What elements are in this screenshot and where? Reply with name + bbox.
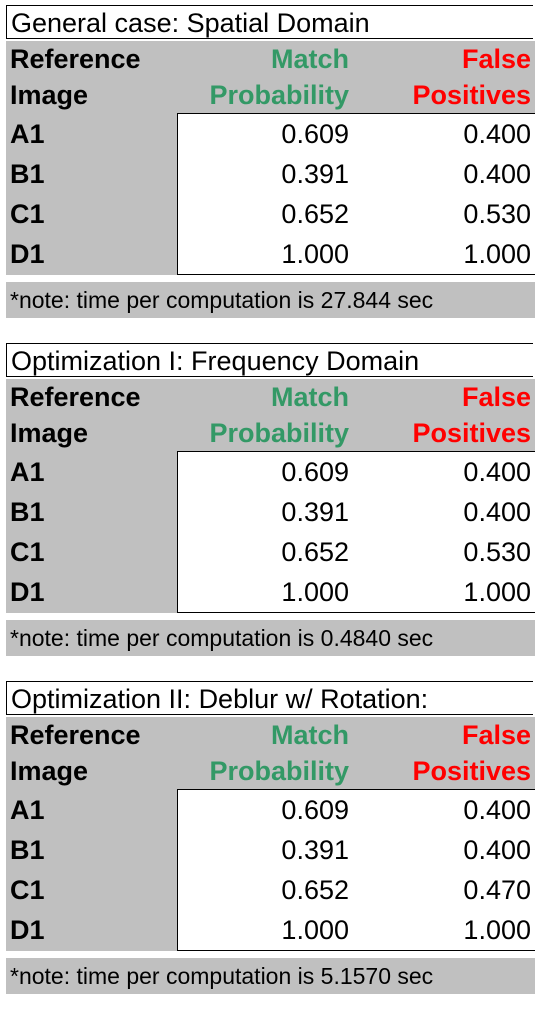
row-label: C1: [6, 532, 178, 572]
header-image: Image: [6, 753, 177, 790]
header-row: Reference Match False: [6, 379, 535, 415]
header-reference: Reference: [6, 717, 177, 753]
header-match: Match: [177, 41, 353, 77]
header-positives: Positives: [353, 753, 535, 790]
match-value: 0.391: [177, 492, 353, 532]
match-value: 0.609: [177, 113, 353, 154]
match-value: 1.000: [177, 234, 353, 275]
false-positive-value: 0.400: [353, 830, 535, 870]
row-label: D1: [6, 572, 178, 613]
header-false: False: [353, 41, 535, 77]
table-row: A1 0.609 0.400: [6, 789, 535, 830]
section-title: General case: Spatial Domain: [6, 5, 533, 39]
false-positive-value: 1.000: [353, 910, 535, 951]
match-value: 0.391: [177, 154, 353, 194]
table-row: B1 0.391 0.400: [6, 154, 535, 194]
row-label: A1: [6, 451, 178, 492]
header-row: Reference Match False: [6, 41, 535, 77]
table-row: B1 0.391 0.400: [6, 492, 535, 532]
section-title: Optimization I: Frequency Domain: [6, 343, 533, 377]
table-row: C1 0.652 0.470: [6, 870, 535, 910]
header-image: Image: [6, 77, 177, 114]
false-positive-value: 1.000: [353, 234, 535, 275]
header-probability: Probability: [177, 415, 353, 452]
table-row: C1 0.652 0.530: [6, 532, 535, 572]
header-match: Match: [177, 379, 353, 415]
computation-note: *note: time per computation is 5.1570 se…: [6, 958, 535, 994]
false-positive-value: 0.400: [353, 492, 535, 532]
row-label: A1: [6, 789, 178, 830]
table-row: C1 0.652 0.530: [6, 194, 535, 234]
match-value: 1.000: [177, 572, 353, 613]
row-label: B1: [6, 492, 178, 532]
header-match: Match: [177, 717, 353, 753]
false-positive-value: 0.530: [353, 532, 535, 572]
header-probability: Probability: [177, 77, 353, 114]
header-row: Image Probability Positives: [6, 753, 535, 790]
header-row: Reference Match False: [6, 717, 535, 753]
results-table: Reference Match False Image Probability …: [6, 379, 535, 613]
match-value: 0.652: [177, 870, 353, 910]
header-reference: Reference: [6, 41, 177, 77]
false-positive-value: 1.000: [353, 572, 535, 613]
match-value: 0.609: [177, 789, 353, 830]
false-positive-value: 0.470: [353, 870, 535, 910]
false-positive-value: 0.400: [353, 154, 535, 194]
results-table: Reference Match False Image Probability …: [6, 717, 535, 951]
match-value: 0.391: [177, 830, 353, 870]
row-label: B1: [6, 154, 178, 194]
table-row: B1 0.391 0.400: [6, 830, 535, 870]
computation-note: *note: time per computation is 0.4840 se…: [6, 620, 535, 656]
header-positives: Positives: [353, 77, 535, 114]
header-probability: Probability: [177, 753, 353, 790]
header-row: Image Probability Positives: [6, 415, 535, 452]
match-value: 0.652: [177, 532, 353, 572]
header-reference: Reference: [6, 379, 177, 415]
results-table: Reference Match False Image Probability …: [6, 41, 535, 275]
row-label: A1: [6, 113, 178, 154]
row-label: B1: [6, 830, 178, 870]
header-false: False: [353, 717, 535, 753]
section-title: Optimization II: Deblur w/ Rotation:: [6, 681, 533, 715]
row-label: C1: [6, 870, 178, 910]
table-row: A1 0.609 0.400: [6, 451, 535, 492]
false-positive-value: 0.400: [353, 113, 535, 154]
row-label: D1: [6, 234, 178, 275]
match-value: 0.652: [177, 194, 353, 234]
table-row: A1 0.609 0.400: [6, 113, 535, 154]
computation-note: *note: time per computation is 27.844 se…: [6, 282, 535, 318]
false-positive-value: 0.530: [353, 194, 535, 234]
row-label: D1: [6, 910, 178, 951]
row-label: C1: [6, 194, 178, 234]
false-positive-value: 0.400: [353, 451, 535, 492]
table-row: D1 1.000 1.000: [6, 234, 535, 275]
header-row: Image Probability Positives: [6, 77, 535, 114]
table-row: D1 1.000 1.000: [6, 572, 535, 613]
header-false: False: [353, 379, 535, 415]
table-row: D1 1.000 1.000: [6, 910, 535, 951]
match-value: 1.000: [177, 910, 353, 951]
false-positive-value: 0.400: [353, 789, 535, 830]
match-value: 0.609: [177, 451, 353, 492]
header-positives: Positives: [353, 415, 535, 452]
header-image: Image: [6, 415, 177, 452]
